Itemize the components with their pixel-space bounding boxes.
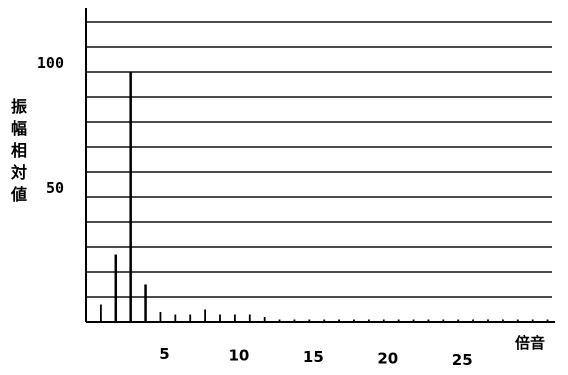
y-axis-label-char: 振: [10, 97, 27, 116]
y-axis-label: 振幅相対値: [8, 96, 30, 206]
x-tick-labels: 5 10 15 20 25: [159, 345, 472, 369]
x-axis-label: 倍音: [515, 334, 545, 352]
bars: [99, 72, 549, 322]
y-axis-label-char: 対: [10, 163, 27, 182]
x-tick-label-5: 5: [159, 345, 169, 363]
y-tick-labels: 50 100: [37, 54, 64, 197]
y-axis-label-char: 幅: [10, 119, 27, 138]
x-tick-label-20: 20: [377, 350, 398, 368]
y-axis-label-char: 相: [10, 141, 27, 160]
x-tick-label-10: 10: [228, 347, 249, 365]
y-axis-label-char: 値: [10, 185, 27, 204]
y-tick-label-50: 50: [46, 179, 64, 197]
grid-lines: [86, 21, 552, 298]
x-tick-label-15: 15: [303, 348, 324, 366]
axes: [85, 8, 555, 323]
x-tick-label-25: 25: [452, 351, 473, 369]
y-tick-label-100: 100: [37, 54, 64, 72]
